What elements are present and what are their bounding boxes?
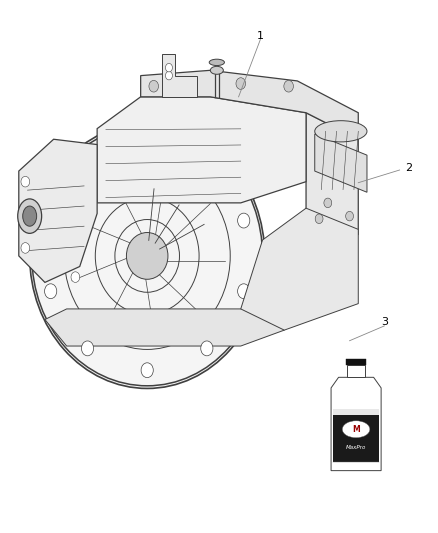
Circle shape: [149, 80, 159, 92]
Polygon shape: [97, 97, 306, 203]
Bar: [333, 409, 379, 462]
Circle shape: [45, 213, 57, 228]
Ellipse shape: [209, 59, 224, 66]
Circle shape: [236, 78, 246, 90]
Ellipse shape: [210, 66, 223, 74]
Circle shape: [141, 363, 153, 378]
Polygon shape: [141, 70, 358, 139]
Ellipse shape: [127, 232, 168, 279]
Bar: [346, 359, 366, 365]
Polygon shape: [162, 54, 197, 97]
Circle shape: [21, 176, 30, 187]
Circle shape: [71, 272, 80, 282]
Polygon shape: [241, 208, 358, 330]
Polygon shape: [306, 113, 358, 235]
Circle shape: [346, 212, 353, 221]
Circle shape: [201, 341, 213, 356]
Polygon shape: [331, 377, 381, 471]
Text: 2: 2: [405, 164, 412, 173]
Ellipse shape: [343, 421, 370, 438]
Circle shape: [324, 198, 332, 208]
Circle shape: [21, 243, 30, 253]
Circle shape: [284, 80, 293, 92]
Ellipse shape: [18, 199, 42, 233]
Circle shape: [166, 71, 173, 80]
Circle shape: [201, 156, 213, 171]
Bar: [347, 365, 365, 377]
Circle shape: [141, 134, 153, 149]
Circle shape: [238, 213, 250, 228]
Ellipse shape: [32, 126, 262, 386]
Ellipse shape: [315, 120, 367, 142]
Text: 1: 1: [257, 31, 264, 41]
Polygon shape: [315, 134, 367, 192]
Circle shape: [45, 284, 57, 298]
Text: M: M: [352, 425, 360, 434]
Circle shape: [238, 284, 250, 298]
Circle shape: [315, 214, 323, 223]
Circle shape: [81, 156, 94, 171]
Ellipse shape: [30, 123, 265, 389]
Bar: [333, 409, 379, 416]
Polygon shape: [19, 139, 97, 282]
Circle shape: [166, 63, 173, 72]
Text: MaxPro: MaxPro: [346, 445, 366, 450]
Polygon shape: [45, 293, 284, 346]
Ellipse shape: [23, 206, 37, 226]
Circle shape: [81, 341, 94, 356]
Text: 3: 3: [381, 317, 388, 327]
